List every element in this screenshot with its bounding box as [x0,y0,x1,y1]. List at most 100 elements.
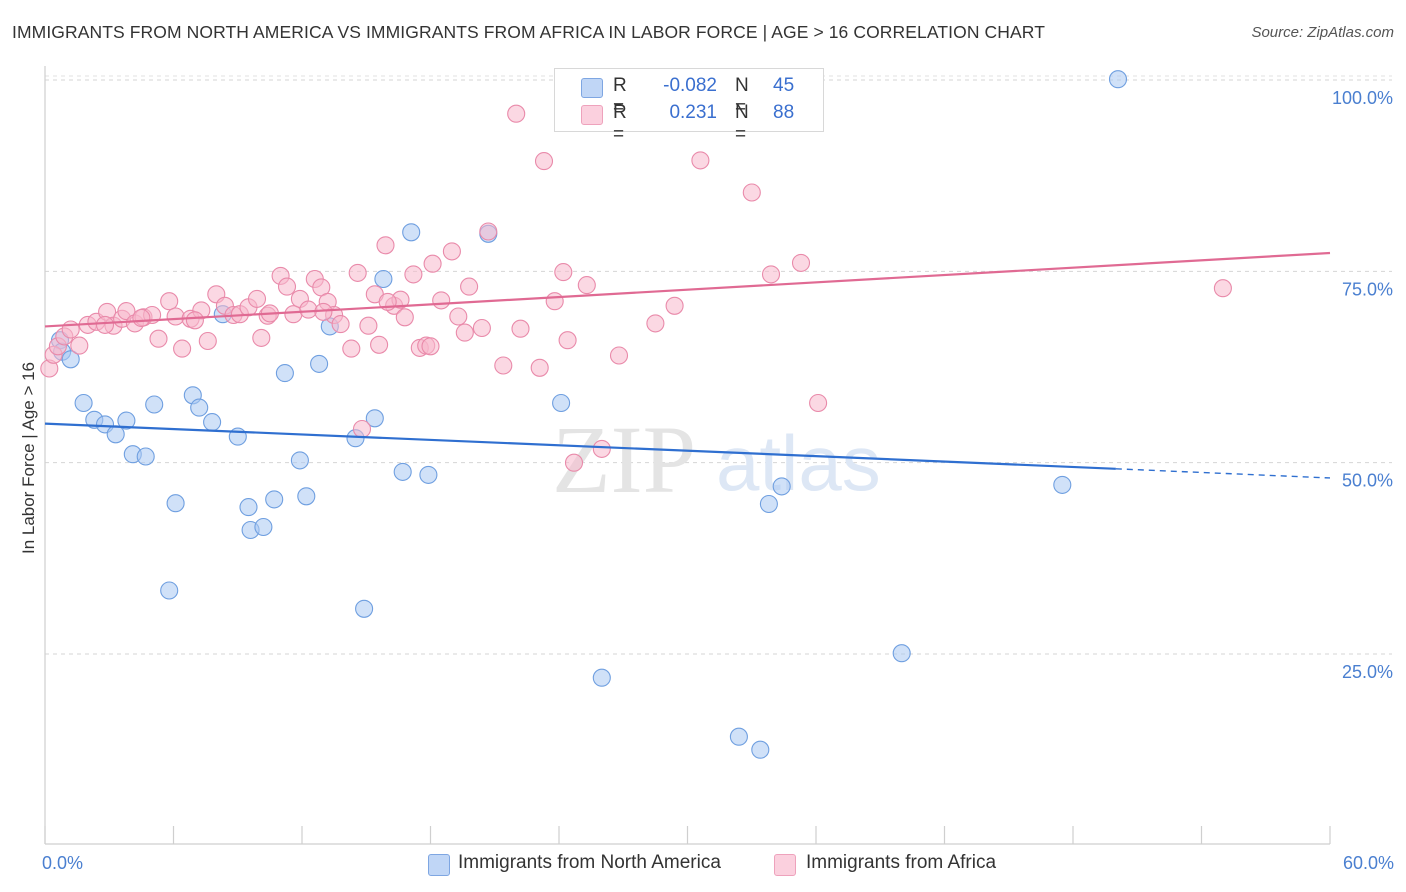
y-tick-label: 25.0% [1342,662,1393,682]
data-point [359,316,378,335]
data-point [247,289,267,308]
data-point [117,302,136,321]
legend: R = -0.082 N = 45 R = 0.231 N = 88 [554,68,824,145]
data-point [355,599,374,618]
watermark-atlas: atlas [716,419,881,507]
data-point [449,307,468,326]
data-point [554,263,573,282]
data-point [160,581,179,600]
data-point [545,292,564,311]
data-point [160,292,179,311]
data-point [310,354,329,373]
data-point [275,364,294,383]
data-point [95,315,115,334]
data-point [299,300,318,319]
legend-swatch-north-america [581,78,603,98]
data-point [691,151,710,170]
axes [44,66,1331,845]
data-point [558,331,577,350]
watermark: ZIP atlas [552,406,881,513]
data-point [772,477,791,496]
data-point [592,668,611,687]
data-point [117,411,136,430]
data-point [265,490,284,509]
data-point [166,494,185,513]
legend-r-value: -0.082 [663,75,717,96]
data-point [423,254,442,273]
data-point [404,265,423,284]
data-point [577,276,596,295]
data-point [190,398,209,417]
legend-r-value: 0.231 [669,102,717,123]
data-point [393,462,412,481]
data-point [751,740,770,759]
data-point [534,152,554,171]
data-point [592,439,611,458]
data-point [646,314,665,333]
data-point [479,222,498,241]
data-point [552,393,571,413]
data-point [352,419,372,439]
data-point [173,339,192,358]
legend-swatch-africa [581,105,603,125]
data-point [149,329,168,348]
legend-n-value: 45 [773,75,795,96]
legend-n-value: 88 [773,102,795,123]
trend-lines [44,251,1331,479]
bottom-legend-label-north-america: Immigrants from North America [458,852,721,873]
x-tick-label: 0.0% [42,853,83,873]
y-axis-label: In Labor Force | Age > 16 [19,362,38,554]
data-point [277,277,297,296]
data-point [494,356,513,375]
data-point [254,517,273,537]
data-point [145,395,164,414]
y-tick-label: 50.0% [1342,471,1393,491]
chart-title: IMMIGRANTS FROM NORTH AMERICA VS IMMIGRA… [12,22,1045,42]
source-label: Source: ZipAtlas.com [1251,24,1394,41]
data-point [136,447,155,466]
data-point [507,104,526,123]
data-point [609,346,629,365]
legend-r-label: R = [613,75,627,118]
data-point [665,296,684,315]
data-point [348,263,367,282]
data-point [395,308,414,327]
data-point [198,331,217,351]
y-tick-labels: 100.0% 75.0% 50.0% 25.0% [1332,88,1393,682]
data-point [370,335,389,354]
data-point [742,183,761,202]
data-point [166,307,185,326]
data-point [239,498,258,517]
x-tick-labels: 0.0% 60.0% [42,853,1394,873]
data-point [421,337,440,356]
data-point [1053,475,1072,494]
data-point [511,319,530,338]
bottom-legend-label-africa: Immigrants from Africa [806,852,997,873]
data-point [892,644,911,663]
data-point [342,339,361,358]
data-point [132,308,151,328]
data-point [1213,279,1232,298]
data-point [185,311,204,330]
data-point [530,358,549,377]
data-point [203,413,222,432]
data-point [419,465,438,484]
legend-n-label: N = [735,75,749,118]
series-north-america [50,68,1128,759]
data-point [376,236,395,255]
data-point [809,393,828,413]
legend-n-label: N = [735,102,749,145]
y-tick-label: 75.0% [1342,279,1393,299]
data-point [331,315,350,334]
data-point [564,453,584,472]
data-point [472,318,491,338]
bottom-legend-swatch-africa [774,854,796,876]
data-point [729,727,748,746]
data-point [74,393,93,413]
data-point [442,242,461,261]
data-point [791,253,811,272]
trend-line-africa [44,251,1331,328]
trend-line-north-america-extension [1115,468,1331,479]
y-tick-label: 100.0% [1332,88,1393,108]
